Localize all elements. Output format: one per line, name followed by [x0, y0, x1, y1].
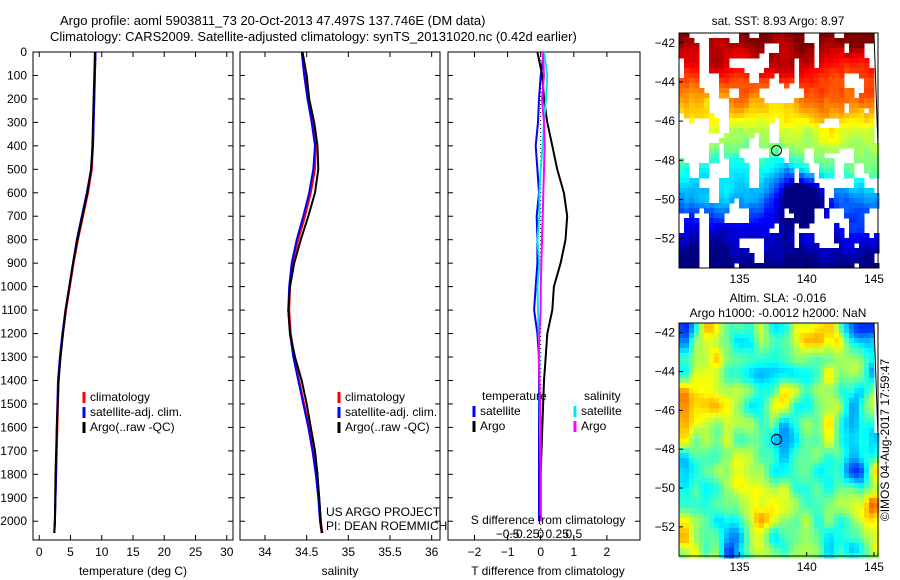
temperature-ytick-label: 1100 [1, 303, 27, 317]
temperature-ytick-label: 700 [7, 209, 27, 223]
difference-xtick-label: −2 [468, 545, 482, 559]
sla_map-field [679, 323, 880, 559]
salinity-xlabel: salinity [322, 564, 359, 578]
figure-title-line2: Climatology: CARS2009. Satellite-adjuste… [50, 29, 577, 44]
difference-xtick-label: 2 [604, 545, 611, 559]
difference-xtick-label: −1 [501, 545, 515, 559]
sla_map-argo-marker [770, 434, 782, 445]
difference-legend-s-satellite-label: satellite [581, 404, 622, 418]
difference-s-tick-label: 0.5 [565, 527, 582, 541]
sst_map-frame [678, 32, 879, 269]
temperature-ytick-label: 500 [7, 162, 27, 176]
sla_map-ytick-label: −46 [655, 403, 676, 417]
temperature-ytick-label: 200 [7, 92, 27, 106]
salinity-xtick-label: 36 [425, 545, 439, 559]
difference-series-3 [537, 51, 546, 522]
sla_map-ytick-label: −50 [655, 481, 676, 495]
salinity-legend-1-label: satellite-adj. clim. [345, 405, 437, 419]
difference-legend-t-argo-label: Argo [480, 419, 506, 433]
salinity-legend-2-label: Argo(..raw -QC) [345, 420, 430, 434]
sst_map-xtick-label: 140 [797, 272, 817, 286]
salinity-frame [239, 51, 441, 541]
temperature-ytick-label: 1600 [0, 420, 27, 434]
sla_map-xtick-label: 135 [729, 560, 749, 574]
temperature-legend-0-label: climatology [90, 390, 150, 404]
difference-xtick-label: 1 [570, 545, 577, 559]
sst_map-xtick-label: 135 [729, 272, 749, 286]
difference-xlabel-top: S difference from climatology [471, 513, 626, 527]
sla_map-ytick-label: −48 [655, 442, 676, 456]
sst_map-xtick-label: 145 [864, 272, 884, 286]
salinity-xtick-label: 34 [258, 545, 272, 559]
difference-s-tick-label: 0 [537, 527, 544, 541]
temperature-ytick-label: 1300 [0, 350, 27, 364]
sla_map-frame [678, 322, 879, 557]
temperature-ytick-label: 1900 [0, 491, 27, 505]
salinity-annotation-line2: PI: DEAN ROEMMICH [326, 519, 447, 533]
figure-title-line1: Argo profile: aoml 5903811_73 20-Oct-201… [60, 13, 486, 28]
temperature-ytick-label: 1700 [0, 444, 27, 458]
sla_map-xtick-label: 145 [864, 560, 884, 574]
temperature-ytick-label: 1400 [0, 373, 27, 387]
salinity-xtick-label: 34.5 [295, 545, 319, 559]
temperature-xtick-label: 20 [158, 545, 172, 559]
difference-legend-t-satellite-label: satellite [480, 404, 521, 418]
temperature-legend-1-label: satellite-adj. clim. [90, 405, 182, 419]
sla_map-xtick-label: 140 [797, 560, 817, 574]
difference-legend-s-argo-label: Argo [581, 419, 607, 433]
sst_map-ytick-label: −50 [655, 192, 676, 206]
temperature-xtick-label: 0 [36, 545, 43, 559]
difference-legend-header-salinity: salinity [584, 389, 621, 403]
temperature-ytick-label: 0 [20, 45, 27, 59]
temperature-ytick-label: 1800 [0, 467, 27, 481]
sla-map-title-line1: Altim. SLA: -0.016 [730, 291, 827, 305]
temperature-legend-2-label: Argo(..raw -QC) [90, 420, 175, 434]
difference-s-tick-label: −0.5 [496, 527, 520, 541]
sst_map-ytick-label: −48 [655, 153, 676, 167]
temperature-xtick-label: 15 [126, 545, 140, 559]
difference-series-1 [536, 51, 569, 522]
sla_map-ytick-label: −44 [655, 365, 676, 379]
temperature-xtick-label: 30 [220, 545, 234, 559]
difference-xtick-label: 0 [537, 545, 544, 559]
sst_map-argo-marker [770, 145, 782, 156]
sst_map-ytick-label: −44 [655, 75, 676, 89]
sla-map-title-line2: Argo h1000: -0.0012 h2000: NaN [690, 306, 867, 320]
temperature-xtick-label: 5 [67, 545, 74, 559]
sst_map-field [679, 33, 880, 269]
temperature-ytick-label: 300 [7, 115, 27, 129]
sla_map-ytick-label: −52 [655, 520, 676, 534]
sla_map-ytick-label: −42 [655, 326, 676, 340]
temperature-ytick-label: 2000 [0, 514, 27, 528]
temperature-ytick-label: 100 [7, 68, 27, 82]
temperature-ytick-label: 1000 [0, 280, 27, 294]
salinity-series-2 [287, 51, 323, 534]
temperature-ytick-label: 1200 [0, 327, 27, 341]
salinity-legend-0-label: climatology [345, 390, 405, 404]
temperature-ytick-label: 400 [7, 139, 27, 153]
sst_map-ytick-label: −52 [655, 232, 676, 246]
temperature-ytick-label: 1500 [0, 397, 27, 411]
temperature-xlabel: temperature (deg C) [79, 564, 187, 578]
imos-timestamp: ©IMOS 04-Aug-2017 17:59:47 [878, 359, 892, 522]
temperature-xtick-label: 25 [189, 545, 203, 559]
salinity-xtick-label: 35 [342, 545, 356, 559]
difference-s-tick-label: 0.25 [546, 527, 570, 541]
sst-map-title: sat. SST: 8.93 Argo: 8.97 [712, 14, 845, 28]
temperature-ytick-label: 900 [7, 256, 27, 270]
sst_map-ytick-label: −42 [655, 36, 676, 50]
salinity-xtick-label: 35.5 [378, 545, 402, 559]
temperature-xtick-label: 10 [95, 545, 109, 559]
difference-xlabel: T difference from climatology [471, 564, 625, 578]
temperature-ytick-label: 800 [7, 233, 27, 247]
salinity-annotation-line1: US ARGO PROJECT [326, 505, 441, 519]
difference-s-tick-label: −0.25 [509, 527, 540, 541]
difference-legend-header-temperature: temperature [482, 389, 547, 403]
temperature-ytick-label: 600 [7, 186, 27, 200]
temperature-frame [32, 51, 234, 541]
temperature-series-2 [53, 51, 96, 534]
sst_map-ytick-label: −46 [655, 114, 676, 128]
